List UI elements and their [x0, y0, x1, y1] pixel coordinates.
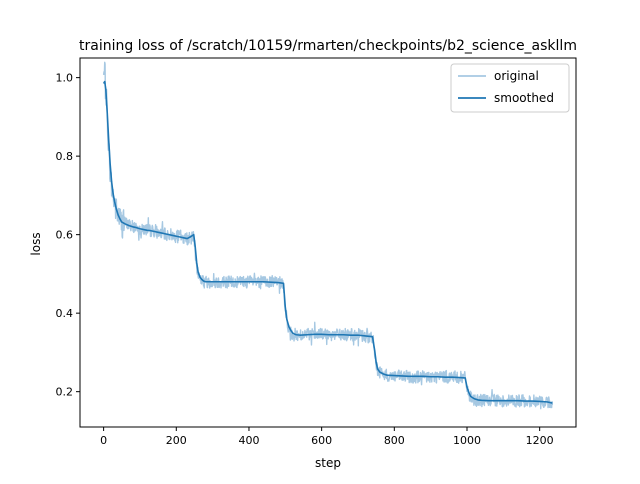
y-tick-label: 0.6 [56, 229, 74, 242]
chart-title: training loss of /scratch/10159/rmarten/… [79, 38, 577, 54]
legend-label-original: original [494, 69, 539, 83]
x-tick-label: 600 [311, 434, 332, 447]
x-axis-label: step [315, 456, 341, 470]
x-tick-label: 800 [384, 434, 405, 447]
x-tick-label: 200 [166, 434, 187, 447]
y-axis-label: loss [29, 232, 43, 255]
x-tick-label: 1000 [453, 434, 481, 447]
plot-area [102, 61, 554, 410]
y-tick-label: 0.8 [56, 150, 74, 163]
y-tick-label: 0.4 [56, 307, 74, 320]
axes-frame [79, 57, 577, 428]
x-tick-label: 0 [100, 434, 107, 447]
axes: 0 200 400 600 800 1000 1200 0.2 0.4 0.6 0.8 1.0 [56, 57, 577, 447]
series-line-smoothed [102, 80, 553, 404]
x-tick-label: 1200 [526, 434, 554, 447]
legend: original smoothed [450, 63, 570, 113]
x-tick-label: 400 [238, 434, 259, 447]
y-tick-label: 0.2 [56, 386, 74, 399]
legend-label-smoothed: smoothed [494, 91, 554, 105]
y-tick-label: 1.0 [56, 72, 74, 85]
